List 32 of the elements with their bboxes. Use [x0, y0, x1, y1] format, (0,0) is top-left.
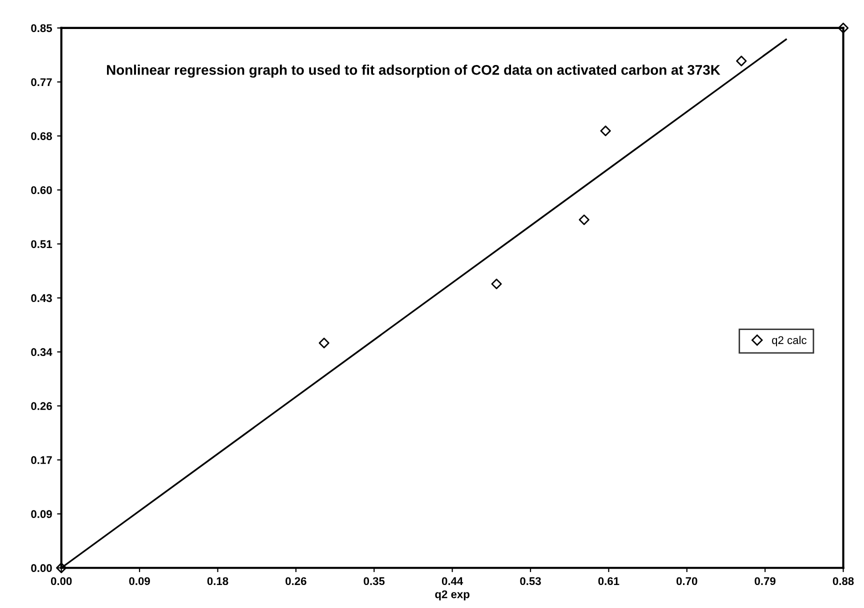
y-tick-label: 0.17	[31, 456, 52, 464]
point	[56, 562, 67, 574]
y-tick-label: 0.34	[31, 348, 52, 356]
x-tick-label: 0.44	[442, 577, 464, 586]
point	[736, 56, 747, 66]
point	[838, 22, 849, 34]
point	[600, 126, 611, 136]
legend-label: q2 calc	[772, 336, 806, 346]
text: Nonlinear regression graph to used to fit adsorption of CO2 data on activated carbon at 373K	[107, 64, 720, 78]
y-tick-label: 0.77	[31, 78, 52, 86]
x-tick-label: 0.09	[129, 577, 150, 586]
x-tick-label: 0.79	[754, 577, 776, 586]
y-tick-label: 0.00	[31, 564, 52, 572]
x-tick-label: 0.00	[50, 577, 72, 586]
x-tick-label: 0.26	[286, 577, 306, 586]
x-axis-title: q2 exp	[435, 590, 470, 600]
x-tick-label: 0.88	[832, 577, 854, 586]
y-tick-label: 0.60	[31, 186, 52, 194]
point	[491, 278, 502, 290]
x-tick-label: 0.53	[520, 577, 541, 586]
point	[318, 338, 330, 348]
x-tick-label: 0.18	[207, 577, 228, 586]
y-tick-label: 0.85	[31, 24, 52, 32]
x-tick-label: 0.35	[364, 577, 385, 586]
y-tick-label: 0.51	[31, 240, 52, 248]
point	[578, 214, 590, 226]
y-tick-label: 0.43	[31, 294, 52, 302]
y-tick-label: 0.26	[31, 402, 52, 410]
x-tick-label: 0.61	[598, 577, 620, 586]
y-tick-label: 0.09	[31, 510, 52, 518]
x-tick-label: 0.70	[676, 577, 698, 586]
y-tick-label: 0.68	[31, 132, 52, 140]
